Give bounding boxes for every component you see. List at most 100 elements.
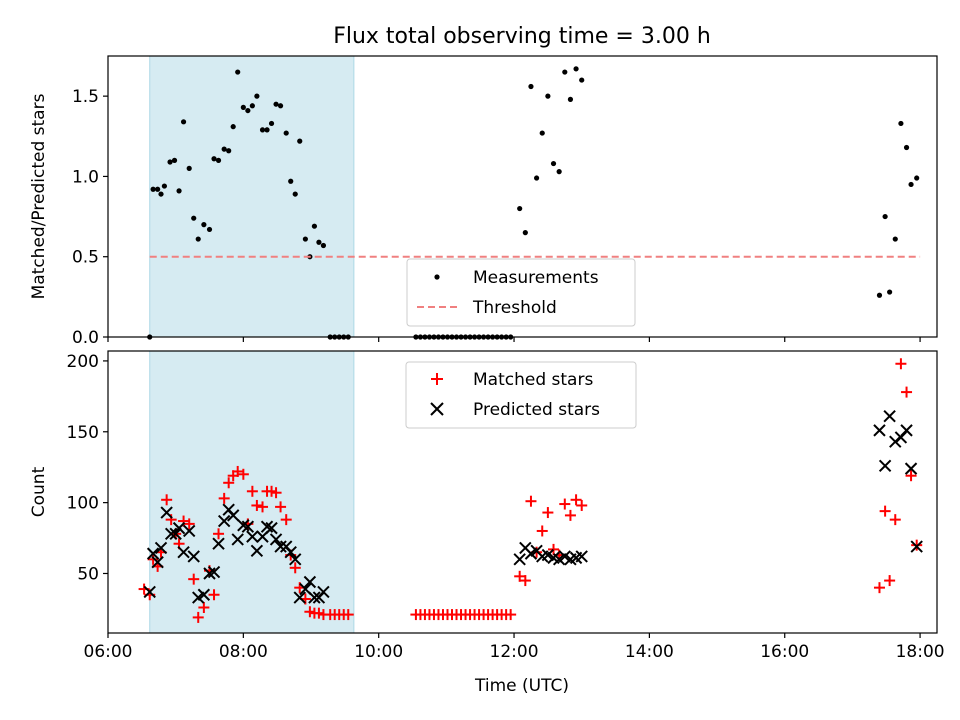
measurement-point [176, 188, 182, 194]
y-tick-label: 100 [67, 494, 99, 514]
matched-star-point [257, 501, 269, 513]
predicted-star-point [231, 533, 244, 546]
predicted-star-point [894, 431, 908, 444]
matched-star-point [161, 494, 173, 506]
predicted-star-point [143, 585, 156, 599]
matched-star-point [289, 562, 301, 574]
ratio-x-ticks [107, 337, 921, 342]
measurement-point [201, 222, 207, 228]
measurement-point [288, 178, 294, 184]
predicted-star-point [183, 524, 196, 538]
chart-title: Flux total observing time = 3.00 h [333, 24, 711, 49]
predicted-star-point [873, 424, 886, 437]
matched-star-point [570, 494, 582, 506]
predicted-star-point [164, 527, 178, 541]
legend-matched-marker [431, 373, 443, 385]
predicted-star-point [883, 409, 896, 423]
measurement-point [277, 103, 284, 109]
measurement-point [550, 160, 557, 167]
matched-star-point [505, 609, 517, 621]
matched-star-point [192, 611, 204, 623]
measurement-point [215, 157, 222, 163]
x-tick-label: 12:00 [490, 642, 539, 662]
predicted-star-point [241, 520, 255, 533]
predicted-star-point [246, 530, 259, 543]
count-series [138, 358, 923, 623]
predicted-star-point [177, 546, 190, 559]
measurement-point [903, 144, 910, 151]
measurement-point [254, 93, 260, 99]
count-y-axis-label: Count [29, 466, 49, 517]
measurement-point [206, 226, 213, 233]
count-legend: Matched stars Predicted stars [405, 361, 637, 429]
matched-star-point [895, 358, 907, 370]
y-tick-label: 1.5 [72, 87, 99, 107]
ratio-plot-frame [107, 55, 938, 338]
predicted-star-point [878, 459, 892, 472]
matched-star-point [901, 386, 913, 398]
matched-star-point [232, 465, 244, 477]
predicted-star-point [197, 588, 211, 601]
measurement-point [235, 69, 241, 75]
x-tick-label: 18:00 [896, 642, 945, 662]
measurement-point [311, 223, 318, 229]
matched-star-point [198, 601, 210, 613]
predicted-star-point [269, 533, 283, 546]
legend-predicted-marker [430, 402, 444, 416]
measurement-point [158, 191, 164, 197]
measurement-point [908, 181, 914, 188]
measurement-point [892, 236, 898, 242]
predicted-star-point [217, 514, 231, 528]
measurement-point [914, 175, 920, 181]
matched-star-point [548, 543, 560, 555]
matched-star-point [183, 518, 195, 530]
matched-star-point [519, 575, 531, 587]
measurement-point [221, 146, 227, 152]
measurement-point [180, 119, 187, 125]
predicted-star-point [250, 544, 264, 558]
legend-predicted-label: Predicted stars [473, 400, 600, 420]
legend-measurements-marker [434, 274, 440, 280]
count-x-axis-label: Time (UTC) [474, 676, 569, 696]
matched-star-point [879, 505, 891, 517]
x-tick-label: 16:00 [760, 642, 809, 662]
count-panel: 50 100 150 200 06:00 08:00 10:00 12:00 14:00 16:… [29, 350, 945, 696]
measurement-point [283, 130, 289, 136]
measurement-point [539, 130, 545, 136]
x-tick-label: 06:00 [84, 642, 133, 662]
predicted-star-point [151, 555, 164, 569]
y-tick-label: 0.0 [72, 328, 99, 348]
measurement-point [167, 159, 173, 165]
y-tick-label: 1.0 [72, 167, 99, 187]
predicted-star-point [284, 546, 297, 559]
matched-star-point [147, 553, 159, 565]
matched-star-point [884, 575, 896, 587]
measurement-point [161, 183, 167, 189]
predicted-star-point [289, 553, 302, 566]
matched-star-point [213, 528, 225, 540]
measurement-point [579, 77, 585, 83]
measurement-point [186, 165, 192, 171]
measurement-point [268, 120, 275, 127]
matched-star-point [905, 470, 917, 482]
measurement-point [195, 236, 201, 242]
predicted-star-point [904, 462, 918, 475]
measurement-point [316, 239, 322, 245]
matched-star-point [275, 501, 287, 513]
matched-star-point [911, 539, 923, 551]
measurement-point [292, 191, 298, 197]
legend-matched-label: Matched stars [473, 370, 593, 390]
ratio-series [147, 66, 921, 340]
y-tick-label: 50 [77, 564, 99, 584]
ratio-y-axis-label: Matched/Predicted stars [29, 93, 49, 299]
measurement-point [882, 213, 888, 220]
measurement-point [556, 169, 562, 175]
matched-star-point [873, 582, 885, 594]
count-x-ticks: 06:00 08:00 10:00 12:00 14:00 16:00 18:00 [84, 633, 945, 662]
matched-star-point [251, 499, 263, 511]
predicted-star-point [317, 585, 330, 599]
matched-star-point [208, 589, 220, 601]
matched-star-point [576, 499, 588, 511]
measurement-point [150, 186, 156, 192]
measurement-point [302, 236, 308, 242]
